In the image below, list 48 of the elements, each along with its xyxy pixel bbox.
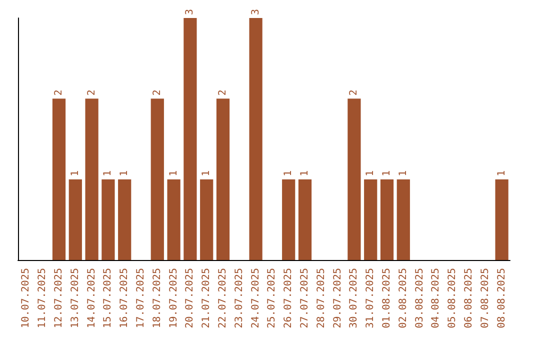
data-label: 2: [152, 90, 163, 96]
x-tick-label: 22.07.2025: [218, 268, 228, 328]
x-tick-label: 26.07.2025: [283, 268, 294, 328]
x-tick-label: 18.07.2025: [152, 268, 163, 328]
data-label: 1: [201, 170, 212, 176]
data-label: 1: [70, 170, 81, 176]
x-tick-label: 14.07.2025: [86, 268, 98, 328]
data-label: 1: [300, 170, 310, 176]
data-label: 1: [283, 170, 294, 176]
x-tick-label: 29.07.2025: [332, 268, 344, 328]
x-tick-label: 06.08.2025: [464, 268, 474, 328]
data-label: 2: [218, 90, 228, 96]
data-label: 2: [54, 90, 64, 96]
x-tick-label: 20.07.2025: [184, 268, 196, 328]
data-label: 3: [184, 8, 196, 15]
x-tick-label: 23.07.2025: [234, 268, 245, 328]
x-tick-label: 24.07.2025: [250, 268, 262, 328]
data-label: 1: [168, 170, 180, 176]
x-tick-label: 04.08.2025: [430, 268, 442, 328]
x-tick-label: 16.07.2025: [119, 268, 130, 328]
data-label: 1: [382, 170, 392, 176]
data-label: 2: [348, 90, 360, 96]
x-tick-label: 05.08.2025: [447, 268, 458, 328]
x-tick-label: 27.07.2025: [300, 268, 310, 328]
x-tick-label: 11.07.2025: [37, 268, 48, 328]
x-tick-label: 12.07.2025: [54, 268, 64, 328]
x-tick-label: 19.07.2025: [168, 268, 180, 328]
x-tick-label: 21.07.2025: [201, 268, 212, 328]
data-label: 1: [365, 170, 376, 176]
data-label: 1: [119, 170, 130, 176]
x-tick-label: 07.08.2025: [480, 268, 491, 328]
x-tick-label: 01.08.2025: [382, 268, 392, 328]
x-tick-label: 28.07.2025: [316, 268, 327, 328]
data-label: 3: [250, 8, 262, 15]
x-tick-label: 30.07.2025: [348, 268, 360, 328]
data-label: 1: [102, 170, 114, 176]
data-label: 1: [496, 170, 508, 176]
x-tick-label: 10.07.2025: [20, 268, 32, 328]
data-label: 1: [398, 170, 409, 176]
x-tick-label: 02.08.2025: [398, 268, 409, 328]
x-tick-label: 17.07.2025: [136, 268, 146, 328]
x-tick-label: 03.08.2025: [414, 268, 426, 328]
x-tick-label: 15.07.2025: [102, 268, 114, 328]
data-label: 2: [86, 90, 98, 96]
x-tick-label: 31.07.2025: [365, 268, 376, 328]
x-tick-label: 13.07.2025: [70, 268, 81, 328]
x-tick-label: 25.07.2025: [266, 268, 278, 328]
x-tick-label: 08.08.2025: [496, 268, 508, 328]
